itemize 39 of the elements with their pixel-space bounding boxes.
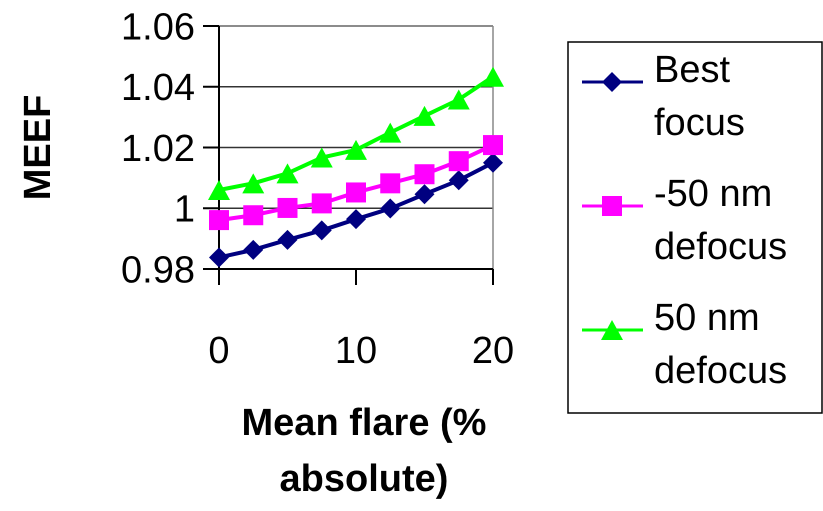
point [380,173,400,194]
point [380,198,400,219]
y-tick-label: 1.02 [121,128,195,170]
point [448,170,469,190]
y-axis-title: MEEF [17,94,59,200]
point [414,164,434,184]
point [208,180,230,200]
point [243,205,264,226]
point [379,122,402,143]
legend-label: 50 nm defocus [654,297,788,392]
point [312,220,332,240]
x-tick-label: 0 [208,330,230,372]
point [448,151,469,172]
point [278,230,298,250]
x-tick-label: 10 [334,330,378,372]
legend-label: Best focus [654,49,745,144]
point [209,210,229,230]
point [448,90,470,110]
x-tick-label: 20 [472,330,514,372]
point [346,182,366,202]
point [346,209,366,230]
x-axis-title: Mean flare (% absolute) [242,402,486,500]
point [414,184,434,204]
point [414,106,436,126]
y-tick-label: 1.06 [121,6,195,48]
point [276,163,298,184]
y-tick-label: 1.04 [121,67,195,110]
point [278,198,298,218]
point [345,140,367,160]
point [483,135,503,156]
y-tick-label: 0.98 [121,249,195,292]
legend-label: -50 nm defocus [654,173,788,268]
point [243,240,264,260]
point [209,247,229,268]
point [312,193,332,214]
point [482,66,504,87]
point [310,148,333,168]
point [242,173,264,194]
y-tick-label: 1 [174,188,195,231]
